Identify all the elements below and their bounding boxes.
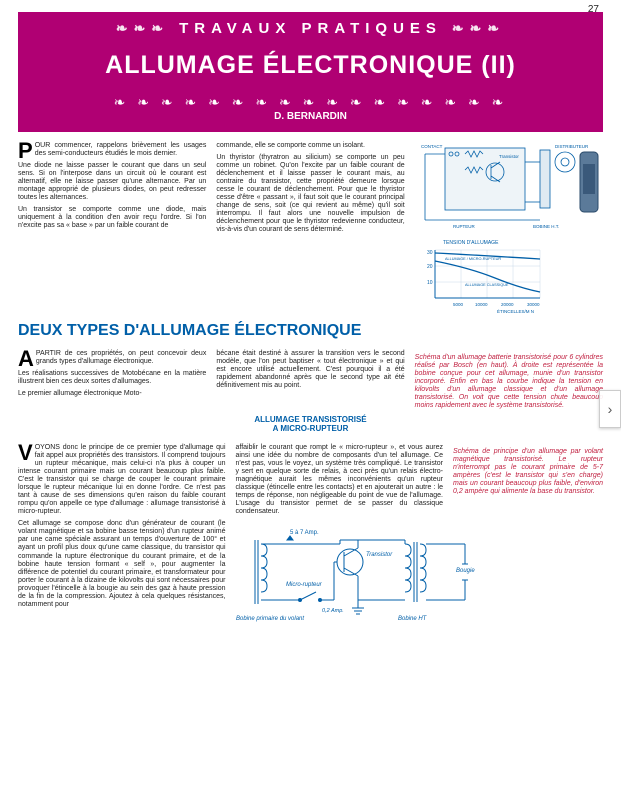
left-p1: VOYONS donc le principe de ce premier ty…	[18, 444, 226, 516]
intro-p4: commande, elle se comporte comme un isol…	[216, 142, 404, 150]
series-classique-label: ALLUMAGE CLASSIQUE	[465, 283, 509, 287]
banner-header: TRAVAUX PRATIQUES	[179, 20, 442, 37]
sec1-col1: A PARTIR de ces propriétés, on peut conc…	[18, 350, 206, 410]
lbl-transistor: Transistor	[499, 154, 519, 159]
caption1: Schéma d'un allumage batterie transistor…	[415, 354, 603, 410]
lbl-amp: 5 à 7 Amp.	[290, 530, 319, 536]
xtick-0: 5000	[453, 302, 464, 307]
intro-p5: Un thyristor (thyratron au silicium) se …	[216, 154, 404, 234]
ornament-left: ❧❧❧	[116, 20, 169, 37]
right-figure-col: CONTACT Transistor DISTRIBUTEUR RUPTEUR …	[415, 142, 603, 316]
lbl-contact: CONTACT	[421, 144, 443, 149]
chevron-right-icon: ›	[608, 401, 613, 417]
sec1-p3: Le premier allumage électronique Moto-	[18, 390, 206, 398]
xtick-3: 30000	[527, 302, 540, 307]
body-row: VOYONS donc le principe de ce premier ty…	[18, 444, 603, 634]
sec1-p2: Les réalisations successives de Motobéca…	[18, 370, 206, 386]
curve-classique	[435, 261, 540, 292]
ytick-20: 20	[427, 264, 433, 270]
lbl-micro: Micro-rupteur	[286, 582, 323, 588]
body-col-right: Schéma de principe d'un allumage par vol…	[453, 444, 603, 634]
intro-row: POUR commencer, rappelons brièvement les…	[18, 142, 603, 316]
lbl-btransistor: Transistor	[366, 552, 393, 558]
banner: ❧❧❧ TRAVAUX PRATIQUES ❧❧❧ ALLUMAGE ÉLECT…	[18, 12, 603, 132]
banner-title: ALLUMAGE ÉLECTRONIQUE (II)	[32, 51, 589, 80]
lbl-bobht: Bobine HT	[398, 616, 428, 622]
banner-header-row: ❧❧❧ TRAVAUX PRATIQUES ❧❧❧	[32, 20, 589, 37]
mid-p1: affaiblir le courant que rompt le « micr…	[236, 444, 444, 516]
next-page-button[interactable]: ›	[599, 390, 621, 428]
chart-title: TENSION D'ALLUMAGE	[443, 240, 499, 246]
intro-p3: Un transistor se comporte comme une diod…	[18, 206, 206, 230]
intro-p1: POUR commencer, rappelons brièvement les…	[18, 142, 206, 158]
ornament-row: ❧ ❧ ❧ ❧ ❧ ❧ ❧ ❧ ❧ ❧ ❧ ❧ ❧ ❧ ❧ ❧ ❧	[32, 94, 589, 111]
sec1-col2: bécane était destiné à assurer la transi…	[216, 350, 404, 410]
sec1-p4: bécane était destiné à assurer la transi…	[216, 350, 404, 390]
xtick-1: 10000	[475, 302, 488, 307]
caption2: Schéma de principe d'un allumage par vol…	[453, 448, 603, 496]
section1-row: A PARTIR de ces propriétés, on peut conc…	[18, 350, 603, 410]
sec1-col3: Schéma d'un allumage batterie transistor…	[415, 350, 603, 410]
lbl-smallamp: 0,2 Amp.	[322, 608, 344, 614]
intro-p2: Une diode ne laisse passer le courant qu…	[18, 162, 206, 202]
lbl-bobinehf: BOBINE H.T.	[533, 224, 559, 229]
banner-author: D. BERNARDIN	[32, 111, 589, 122]
section1-title: DEUX TYPES D'ALLUMAGE ÉLECTRONIQUE	[18, 322, 603, 340]
intro-col1: POUR commencer, rappelons brièvement les…	[18, 142, 206, 316]
series-micro-label: ALLUMAGE / MICRO-RUPTEUR	[445, 257, 501, 261]
ytick-30: 30	[427, 250, 433, 256]
lbl-distrib: DISTRIBUTEUR	[555, 144, 589, 149]
xtick-2: 20000	[501, 302, 514, 307]
body-col-left: VOYONS donc le principe de ce premier ty…	[18, 444, 226, 634]
subhead1: ALLUMAGE TRANSISTORISÉ A MICRO-RUPTEUR	[18, 416, 603, 434]
left-p2: Cet allumage se compose donc d'un généra…	[18, 520, 226, 609]
x-unit: ÉTINCELLES/M N	[497, 308, 534, 314]
intro-col2: commande, elle se comporte comme un isol…	[216, 142, 404, 316]
body-col-mid: affaiblir le courant que rompt le « micr…	[236, 444, 444, 634]
top-schematic: CONTACT Transistor DISTRIBUTEUR RUPTEUR …	[415, 142, 600, 232]
lbl-rupteur: RUPTEUR	[453, 224, 476, 229]
tension-chart: TENSION D'ALLUMAGE 10 20 30 5000 10000 2…	[415, 236, 545, 316]
ytick-10: 10	[427, 280, 433, 286]
sec1-p1: A PARTIR de ces propriétés, on peut conc…	[18, 350, 206, 366]
ornament-right: ❧❧❧	[452, 20, 505, 37]
lbl-bobprim: Bobine primaire du volant	[236, 616, 304, 622]
